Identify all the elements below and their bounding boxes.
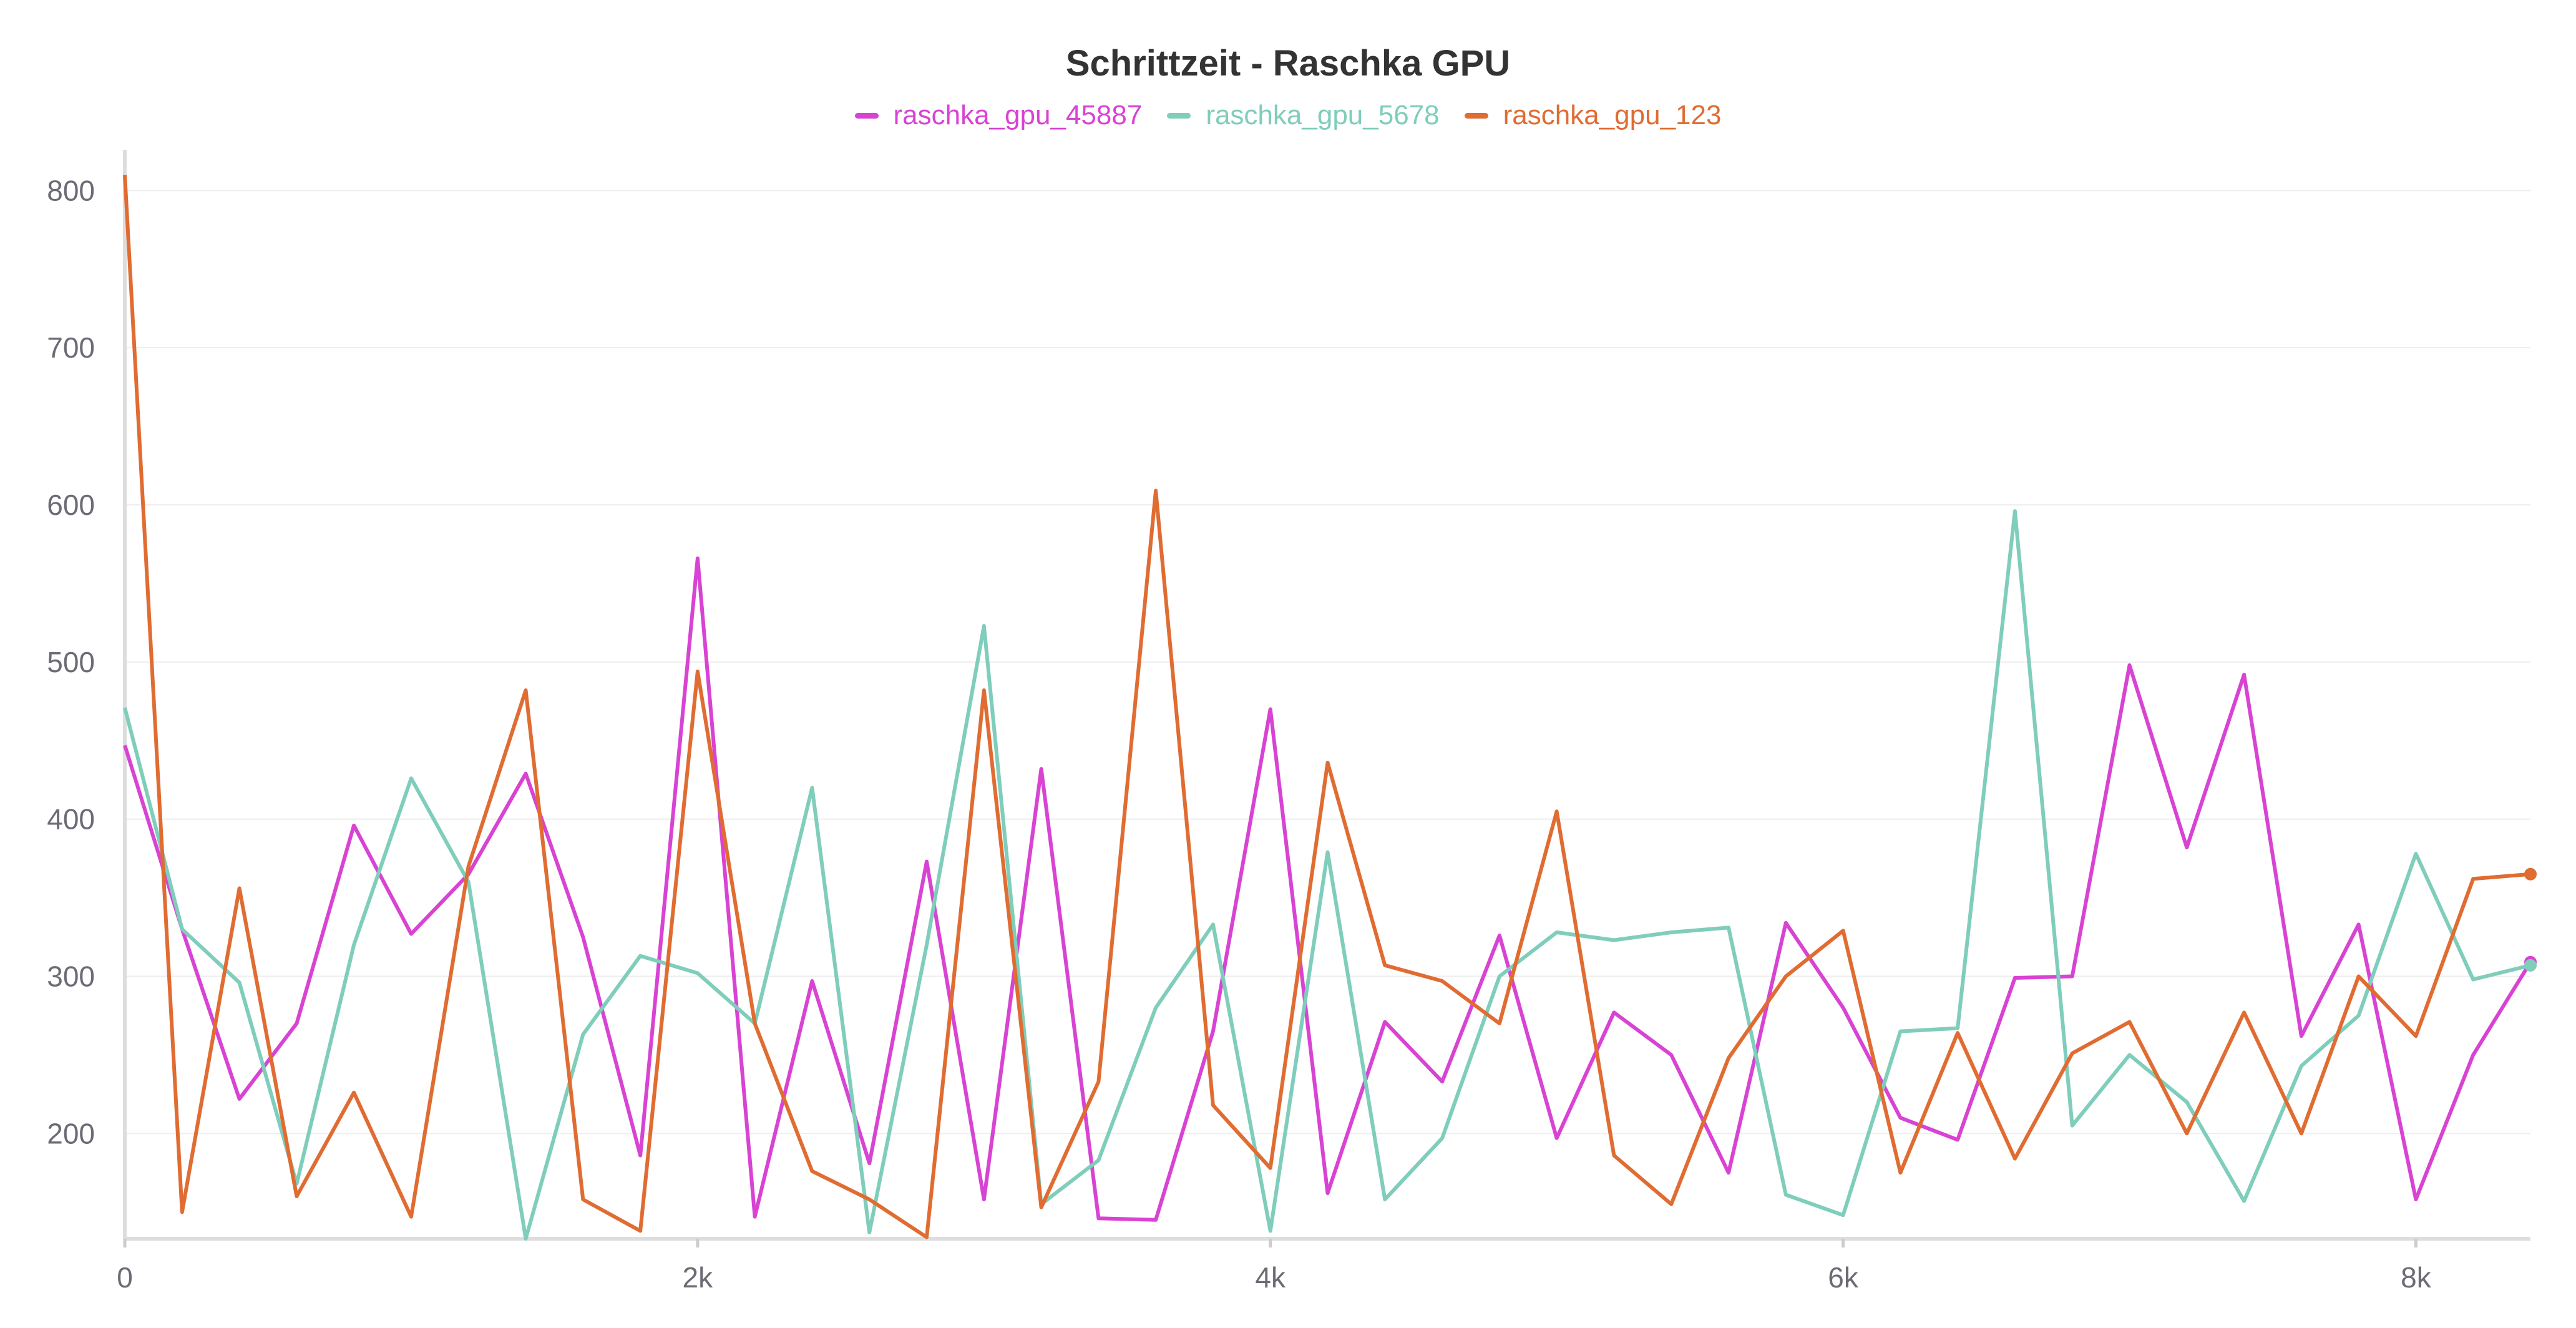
legend-label-series-2: raschka_gpu_123 (1503, 100, 1722, 130)
x-tick-label-0: 0 (117, 1261, 133, 1294)
gridlines (125, 190, 2530, 1135)
axes (123, 150, 2530, 1247)
legend-swatch-series-0 (854, 112, 879, 119)
x-tick-label-6000: 6k (1828, 1261, 1859, 1294)
legend-label-series-1: raschka_gpu_5678 (1206, 100, 1440, 130)
y-tick-label-700: 700 (47, 331, 95, 364)
y-tick-label-600: 600 (47, 489, 95, 521)
series-end-point-2[interactable] (2524, 867, 2537, 881)
chart-title: Schrittzeit - Raschka GPU (1065, 43, 1511, 84)
x-tick-label-4000: 4k (1255, 1261, 1286, 1294)
x-tick-label-8000: 8k (2401, 1261, 2432, 1294)
legend: raschka_gpu_45887 raschka_gpu_5678 rasch… (0, 100, 2576, 131)
y-tick-label-800: 800 (47, 174, 95, 207)
legend-swatch-series-2 (1464, 112, 1488, 119)
legend-item-series-1[interactable]: raschka_gpu_5678 (1167, 100, 1440, 131)
series-line-2[interactable] (123, 175, 2531, 1239)
series-line-1[interactable] (123, 509, 2531, 1241)
series-lines (123, 175, 2537, 1241)
y-tick-label-200: 200 (47, 1117, 95, 1150)
legend-label-series-0: raschka_gpu_45887 (893, 100, 1143, 130)
legend-item-series-2[interactable]: raschka_gpu_123 (1464, 100, 1722, 131)
series-line-0[interactable] (123, 556, 2532, 1222)
x-tick-label-2000: 2k (683, 1261, 714, 1294)
legend-item-series-0[interactable]: raschka_gpu_45887 (854, 100, 1143, 131)
y-tick-label-500: 500 (47, 646, 95, 678)
tick-labels: 200 300 400 500 600 700 800 0 2k 4k 6k 8k (47, 174, 2431, 1294)
series-end-point-1[interactable] (2524, 959, 2537, 972)
y-tick-label-300: 300 (47, 960, 95, 992)
y-tick-label-400: 400 (47, 803, 95, 836)
legend-swatch-series-1 (1167, 112, 1191, 119)
